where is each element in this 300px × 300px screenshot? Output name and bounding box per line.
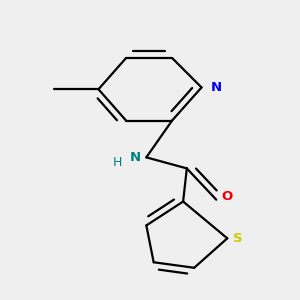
Text: S: S: [233, 232, 242, 245]
Text: O: O: [222, 190, 233, 202]
Text: N: N: [211, 81, 222, 94]
Text: N: N: [130, 151, 141, 164]
Text: H: H: [113, 156, 122, 170]
